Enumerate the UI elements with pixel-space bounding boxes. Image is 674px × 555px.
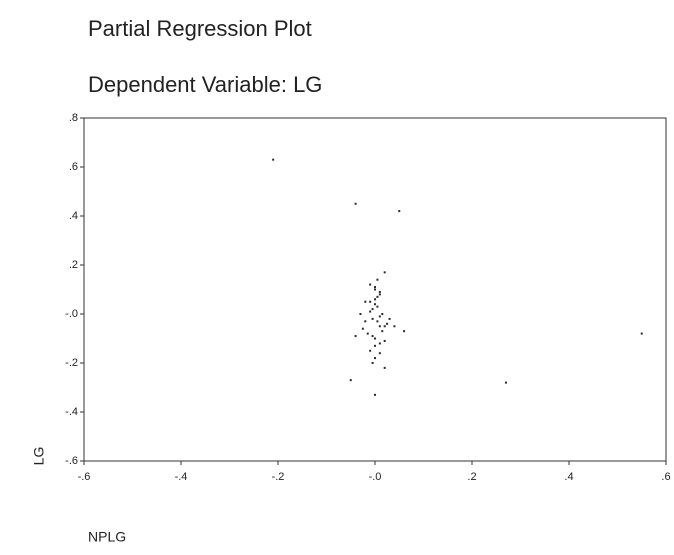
y-tick-label: -.6 (65, 455, 78, 467)
point (378, 293, 381, 296)
point (354, 335, 357, 338)
point (381, 313, 384, 315)
x-tick-label: .6 (661, 471, 670, 483)
x-tick-label: -.0 (369, 471, 382, 483)
point (374, 344, 376, 347)
x-tick-label: .2 (467, 471, 476, 483)
point (378, 315, 381, 318)
point (378, 290, 381, 293)
x-tick-label: -.2 (272, 471, 285, 483)
point (378, 342, 381, 345)
point (383, 325, 386, 328)
point (369, 283, 372, 286)
point (371, 362, 374, 364)
point (272, 158, 275, 161)
point (383, 339, 386, 342)
point (366, 332, 369, 335)
point (398, 210, 401, 213)
point (361, 327, 364, 330)
point (504, 381, 507, 384)
point (364, 320, 367, 323)
y-tick-label: .8 (69, 112, 78, 124)
y-axis-label: LG (31, 447, 47, 466)
y-tick-label: -.0 (65, 308, 78, 320)
point (378, 325, 381, 328)
y-tick-label: .2 (69, 259, 78, 271)
point (369, 310, 372, 313)
point (388, 317, 391, 320)
point (393, 325, 396, 328)
point (374, 303, 376, 306)
point (374, 337, 376, 340)
x-tick-label: -.4 (175, 471, 188, 483)
point (376, 305, 379, 308)
point (381, 330, 384, 333)
point (383, 366, 386, 369)
x-tick-label: .4 (564, 471, 573, 483)
point (374, 298, 376, 301)
point (403, 330, 406, 333)
chart-title: Partial Regression Plot (88, 16, 312, 41)
point (371, 335, 374, 338)
point (378, 352, 381, 355)
point (369, 300, 372, 303)
point (640, 332, 643, 335)
point (369, 349, 372, 352)
chart-subtitle: Dependent Variable: LG (88, 72, 322, 97)
point (376, 295, 379, 298)
point (374, 357, 376, 360)
point (374, 286, 376, 289)
point (386, 322, 389, 325)
point (376, 278, 379, 281)
y-tick-label: -.4 (65, 406, 78, 418)
point (374, 288, 376, 291)
point (364, 300, 367, 303)
x-axis-label: NPLG (88, 529, 126, 545)
x-tick-label: -.6 (78, 471, 91, 483)
point (374, 393, 376, 396)
point (383, 271, 386, 274)
point (371, 317, 374, 320)
y-tick-label: -.2 (65, 357, 78, 369)
y-tick-label: .4 (69, 210, 78, 222)
point (371, 308, 374, 311)
y-tick-label: .6 (69, 161, 78, 173)
point (349, 379, 352, 382)
point (359, 313, 362, 315)
point (354, 202, 357, 205)
point (376, 320, 379, 323)
